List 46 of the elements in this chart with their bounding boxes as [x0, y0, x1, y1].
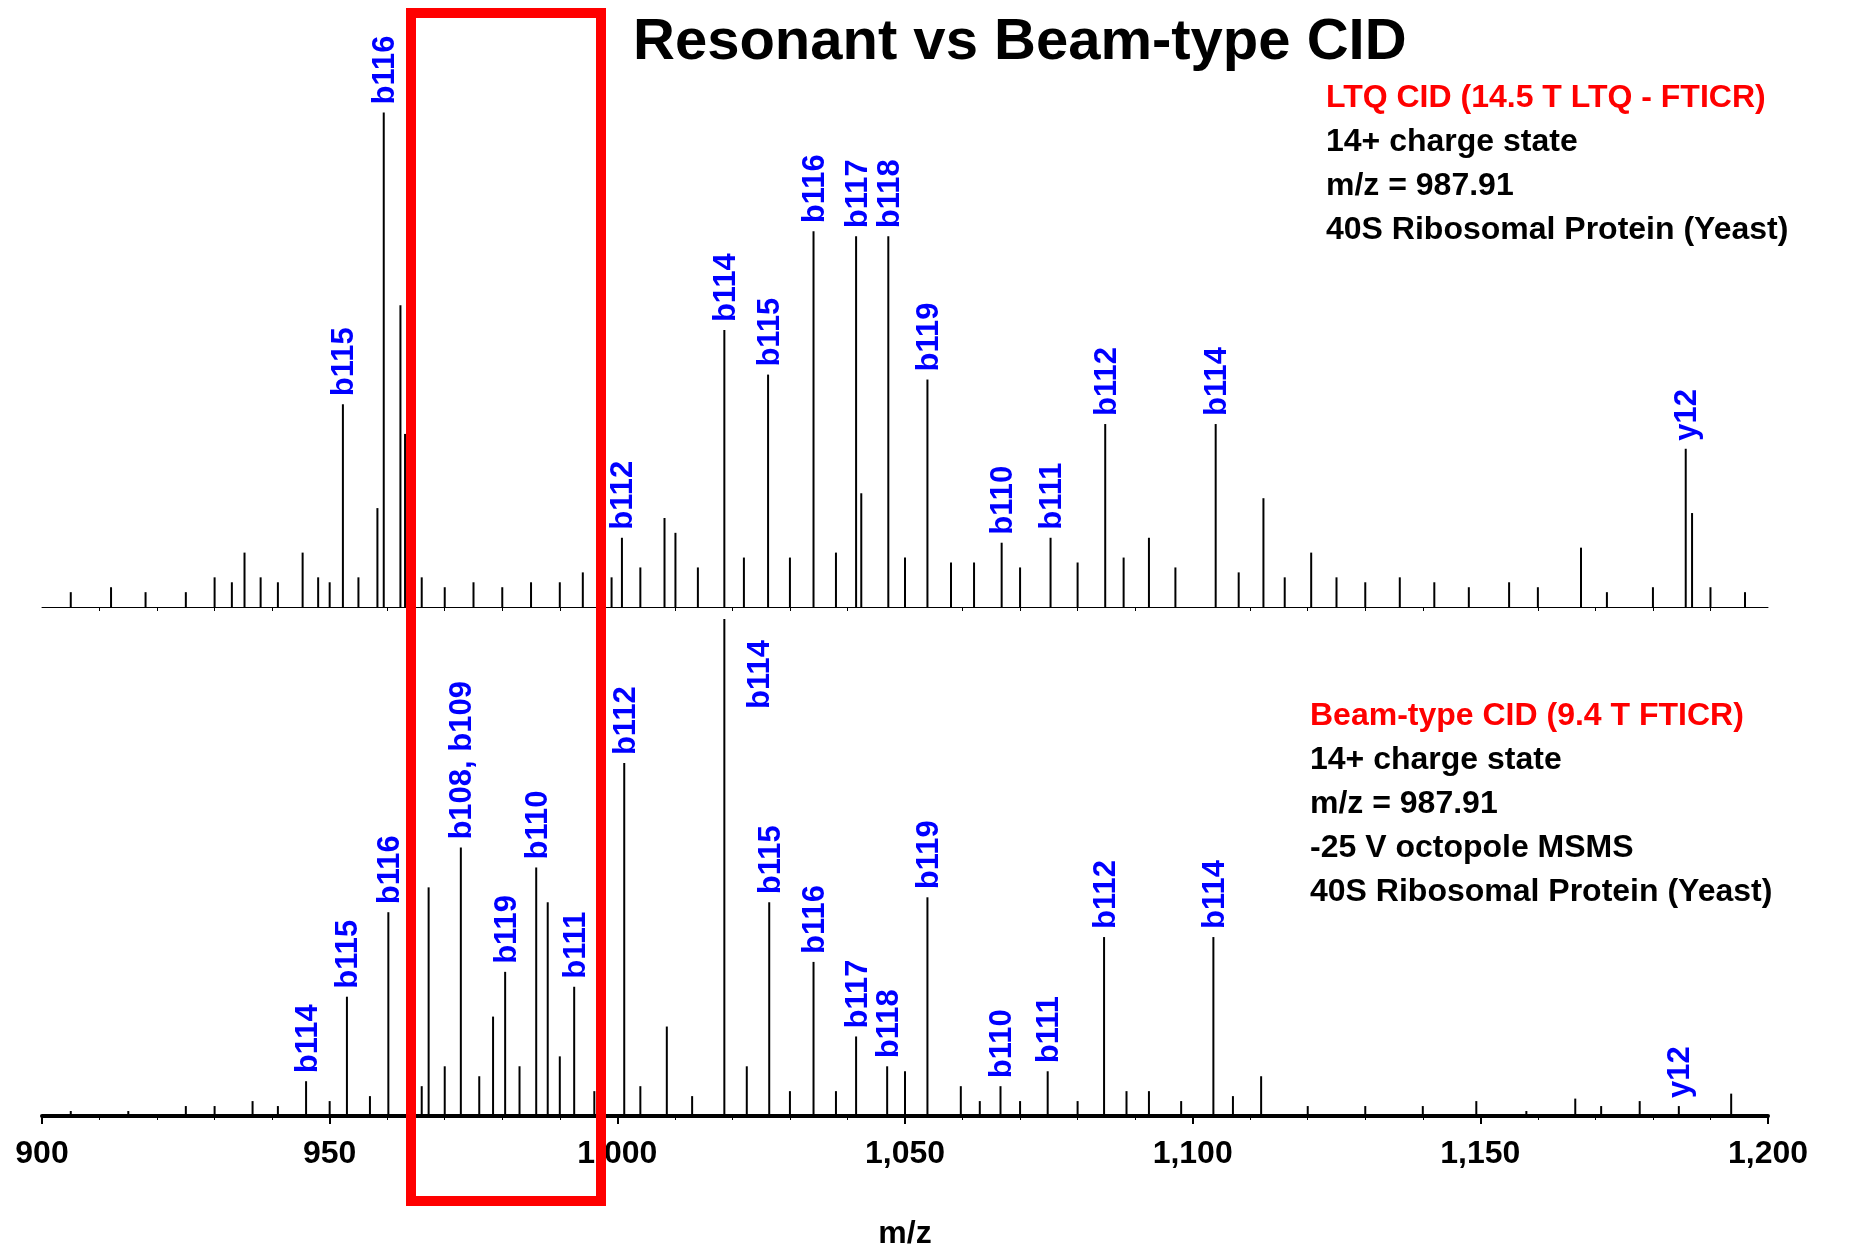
annotation: b115 — [751, 825, 787, 895]
annotation: b110 — [983, 1009, 1019, 1079]
annotation: m/z = 987.91 — [1310, 784, 1498, 820]
x-tick-label: 900 — [15, 1134, 69, 1170]
annotation: y12 — [1661, 1046, 1697, 1099]
annotation: b112 — [1087, 347, 1123, 417]
x-tick-label: 1,200 — [1727, 1134, 1809, 1170]
annotation: b115 — [329, 919, 365, 989]
annotation: b112 — [1086, 860, 1122, 930]
annotation: Beam-type CID (9.4 T FTICR) — [1310, 696, 1744, 732]
annotation: b110 — [518, 790, 554, 860]
annotation: y12 — [1668, 389, 1704, 441]
annotation: 40S Ribosomal Protein (Yeast) — [1310, 872, 1773, 908]
annotation: b114 — [706, 252, 742, 323]
x-tick-label: 1,050 — [864, 1134, 946, 1170]
annotation: b115 — [750, 297, 786, 367]
annotation: 14+ charge state — [1326, 122, 1578, 158]
chart-title: Resonant vs Beam-type CID — [633, 5, 1407, 71]
annotation: 14+ charge state — [1310, 740, 1562, 776]
annotation: b119 — [909, 820, 945, 890]
annotation: b115 — [325, 327, 361, 397]
annotation: b116 — [366, 35, 402, 105]
annotation: b111 — [556, 911, 592, 979]
x-axis-title: m/z — [878, 1214, 932, 1250]
annotation: -25 V octopole MSMS — [1310, 828, 1634, 864]
annotation: b116 — [796, 154, 832, 224]
annotation: b114 — [740, 639, 776, 709]
annotation: b110 — [984, 465, 1020, 535]
x-tick-label: 1,150 — [1440, 1134, 1521, 1170]
annotation: b114 — [288, 1003, 324, 1074]
annotation: b111 — [1033, 462, 1069, 530]
annotation: b116 — [370, 835, 406, 905]
x-tick-label: 1,100 — [1152, 1134, 1233, 1170]
annotation: b108, b109 — [443, 681, 479, 840]
annotation: 40S Ribosomal Protein (Yeast) — [1326, 210, 1789, 246]
annotation: m/z = 987.91 — [1326, 166, 1514, 202]
annotation: b112 — [606, 686, 642, 756]
annotation: b114 — [1198, 346, 1234, 417]
annotation: LTQ CID (14.5 T LTQ - FTICR) — [1326, 78, 1766, 114]
annotation: b119 — [487, 894, 523, 964]
annotation: b114 — [1195, 859, 1231, 930]
annotation: b112 — [604, 460, 640, 530]
annotation: b111 — [1030, 996, 1066, 1064]
annotation: b119 — [909, 302, 945, 372]
annotation: b116 — [796, 884, 832, 954]
x-tick-label: 950 — [302, 1134, 357, 1170]
